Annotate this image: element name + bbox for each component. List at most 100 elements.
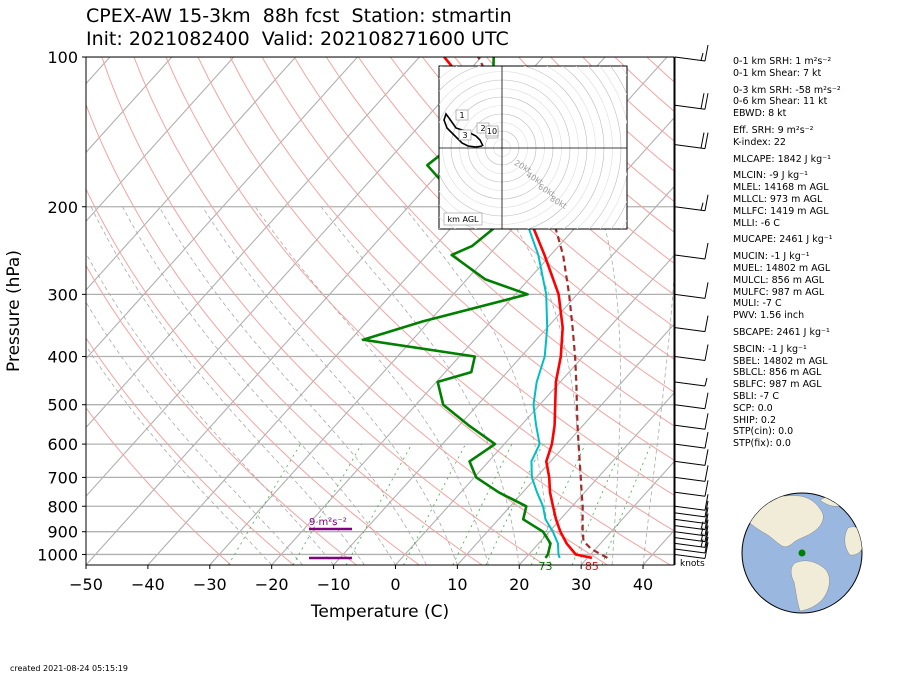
wind-barb: [674, 93, 709, 110]
wind-barb: [674, 494, 709, 511]
moist-adiabat: [86, 252, 334, 565]
moist-adiabat: [90, 206, 365, 565]
isotherm: [86, 57, 173, 154]
y-tick-label: 100: [47, 48, 78, 67]
x-tick-label: −30: [193, 575, 227, 594]
moist-adiabat: [320, 206, 520, 565]
surface-dewpoint-label: 73: [538, 560, 552, 573]
y-tick-label: 700: [47, 468, 78, 487]
wind-barb: [674, 392, 709, 410]
moist-adiabat: [403, 206, 551, 565]
stats-panel: 0-1 km SRH: 1 m²s⁻² 0-1 km Shear: 7 kt 0-3…: [733, 56, 903, 450]
stat-line: SBEL: 14802 m AGL: [733, 355, 828, 367]
y-tick-label: 400: [47, 348, 78, 367]
stat-line: K-index: 22: [733, 136, 786, 148]
wind-barb: [674, 465, 709, 482]
stat-line: SBCAPE: 2461 J kg⁻¹: [733, 326, 830, 338]
stat-line: 0-6 km Shear: 11 kt: [733, 96, 828, 108]
wind-barb: [674, 377, 708, 387]
dry-adiabat: [86, 337, 295, 565]
locator-globe: [741, 492, 863, 614]
x-tick-label: −40: [131, 575, 165, 594]
wind-barb: [674, 344, 709, 361]
moist-adiabat: [158, 206, 427, 565]
y-tick-label: 1000: [37, 545, 78, 564]
stat-line: MUEL: 14802 m AGL: [733, 262, 831, 274]
wind-barb: [674, 531, 709, 548]
dry-adiabat: [229, 57, 674, 496]
wind-barb: [674, 282, 709, 299]
mixing-ratio-line: [452, 443, 513, 565]
moist-adiabat: [122, 206, 396, 565]
dry-adiabat: [197, 57, 674, 532]
hodograph-frame: [438, 65, 628, 230]
dry-adiabat: [86, 187, 420, 565]
wind-barb: [674, 536, 709, 554]
chart-title-line2: Init: 2021082400 Valid: 202108271600 UTC: [86, 28, 509, 50]
stat-line: MLLI: -6 C: [733, 217, 780, 229]
stat-line: MULI: -7 C: [733, 298, 782, 310]
isotherm: [580, 461, 674, 565]
stat-line: SHIP: 0.2: [733, 414, 777, 426]
mixing-ratio-line: [292, 443, 362, 565]
dry-adiabat: [325, 57, 674, 393]
hodograph-height-marker: 1: [455, 109, 469, 121]
dry-adiabat: [86, 264, 357, 565]
station-marker: [798, 549, 806, 557]
mixing-ratio-line: [601, 443, 652, 565]
moist-adiabat: [501, 206, 582, 565]
dry-adiabat: [454, 57, 674, 264]
wind-barb: [674, 432, 709, 449]
dry-adiabat: [261, 57, 674, 461]
stat-line: SBCIN: -1 J kg⁻¹: [733, 343, 807, 355]
wind-barb: [674, 194, 709, 212]
stat-line: SBLI: -7 C: [733, 390, 779, 402]
moist-adiabat: [598, 206, 621, 565]
srh-label: 9 m²s⁻²: [309, 517, 347, 528]
x-tick-label: 20: [509, 575, 529, 594]
moist-adiabat: [642, 269, 674, 565]
stat-line: MLCIN: -9 J kg⁻¹: [733, 170, 808, 182]
dry-adiabat: [422, 57, 674, 296]
x-tick-label: −20: [255, 575, 289, 594]
hodograph-label-box: [443, 212, 483, 226]
mixing-ratio-line: [485, 443, 544, 565]
x-tick-label: −50: [69, 575, 103, 594]
y-axis-label: Pressure (hPa): [4, 250, 24, 372]
moist-adiabat: [86, 345, 272, 565]
stat-line: MLLFC: 1419 m AGL: [733, 205, 829, 217]
moist-adiabat: [202, 206, 458, 565]
stat-line: MLEL: 14168 m AGL: [733, 182, 829, 194]
dewpoint-line: [361, 57, 552, 559]
wind-barb: [674, 500, 709, 518]
wind-barb: [674, 480, 709, 497]
created-timestamp: created 2021-08-24 05:15:19: [10, 664, 128, 673]
stat-line: 0-3 km SRH: -58 m²s⁻²: [733, 84, 841, 96]
plot-frame: [85, 56, 675, 566]
wind-barb: [674, 242, 709, 260]
isotherm: [395, 254, 674, 565]
globe-land: [742, 495, 862, 612]
dry-adiabat: [389, 57, 674, 328]
isotherm: [518, 392, 674, 565]
y-tick-label: 300: [47, 285, 78, 304]
x-tick-label: 10: [447, 575, 467, 594]
moist-adiabat: [254, 206, 489, 565]
dry-adiabat: [165, 57, 671, 565]
svg-text:1: 1: [459, 111, 464, 120]
wind-barbs: [674, 44, 709, 565]
isotherm: [271, 117, 674, 565]
stat-line: MUCIN: -1 J kg⁻¹: [733, 251, 810, 263]
stat-line: MUCAPE: 2461 J kg⁻¹: [733, 234, 833, 246]
isotherm: [86, 57, 297, 291]
hodograph-trace: [443, 112, 484, 148]
hodograph-height-marker: 10: [485, 125, 499, 137]
hodograph: 20kt40kt60kt80kt126310km AGL: [438, 65, 628, 230]
x-tick-label: 0: [390, 575, 400, 594]
hodograph-label: km AGL: [448, 215, 480, 224]
chart-title-line1: CPEX-AW 15-3km 88h fcst Station: stmarti…: [86, 5, 512, 27]
wind-barb: [674, 315, 709, 333]
wind-barb: [674, 542, 709, 559]
parcel-line: [477, 57, 608, 559]
